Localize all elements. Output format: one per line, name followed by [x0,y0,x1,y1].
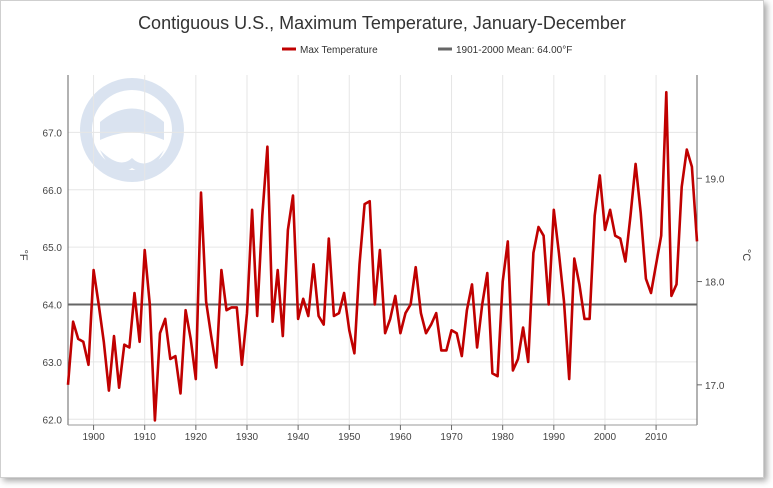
chart-title: Contiguous U.S., Maximum Temperature, Ja… [138,13,626,33]
max-temperature-line [66,90,699,422]
x-axis-ticks: 1900 1910 1920 1930 1940 1950 1960 1970 1980 1990… [82,425,668,443]
series-layer [66,90,699,422]
x-tick-label: 1960 [389,432,412,443]
x-tick-label: 1910 [134,432,157,443]
chart-frame [0,0,764,478]
y-tick-label-right: 17.0 [705,381,725,392]
legend: Max Temperature 1901-2000 Mean: 64.00°F [282,45,572,56]
y-tick-label-left: 62.0 [43,415,63,426]
y-axis-right-unit: °C [740,249,752,261]
y-tick-label-left: 63.0 [43,358,63,369]
axes [67,75,698,426]
y-axis-right-ticks: 17.0 18.0 19.0 [697,174,725,392]
y-axis-left-unit: °F [17,249,29,260]
y-tick-label-left: 65.0 [43,243,63,254]
y-tick-label-right: 19.0 [705,174,725,185]
x-tick-label: 1900 [82,432,105,443]
x-tick-label: 1930 [236,432,259,443]
x-tick-label: 1980 [492,432,515,443]
legend-label-mean[interactable]: 1901-2000 Mean: 64.00°F [456,45,572,56]
y-axis-left-ticks: 62.0 63.0 64.0 65.0 66.0 67.0 [43,128,63,426]
x-tick-label: 1970 [440,432,463,443]
x-tick-label: 1950 [338,432,361,443]
x-tick-label: 1990 [543,432,566,443]
y-tick-label-left: 64.0 [43,301,63,312]
x-tick-label: 2000 [594,432,617,443]
y-tick-label-right: 18.0 [705,278,725,289]
legend-label-max-temperature[interactable]: Max Temperature [300,45,378,56]
y-tick-label-left: 67.0 [43,128,63,139]
x-tick-label: 1940 [287,432,310,443]
x-tick-label: 1920 [185,432,208,443]
noaa-logo-watermark [80,78,184,182]
x-tick-label: 2010 [645,432,668,443]
y-tick-label-left: 66.0 [43,186,63,197]
